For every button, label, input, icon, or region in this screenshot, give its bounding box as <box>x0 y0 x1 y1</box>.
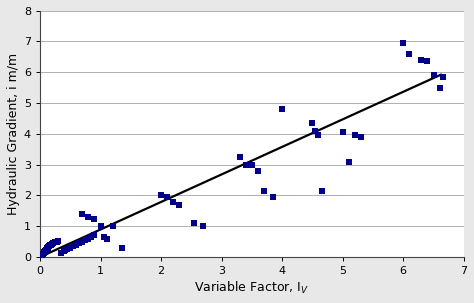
Point <box>55 238 62 243</box>
Point <box>109 224 117 229</box>
Point <box>278 107 286 112</box>
Point <box>436 85 443 90</box>
Point <box>46 243 54 248</box>
Point <box>51 240 59 245</box>
Point <box>66 245 74 250</box>
Point <box>53 239 61 244</box>
Point <box>44 245 52 250</box>
Point <box>82 238 89 242</box>
Point <box>157 193 165 198</box>
Point <box>37 253 45 258</box>
Point <box>424 59 431 64</box>
Point <box>40 250 48 255</box>
Point <box>175 202 183 207</box>
Point <box>254 168 262 173</box>
Point <box>269 195 277 199</box>
Point <box>118 245 126 250</box>
Point <box>100 235 107 239</box>
Point <box>242 162 250 167</box>
Point <box>70 244 77 249</box>
Point <box>164 195 171 199</box>
Point <box>42 248 49 253</box>
Point <box>418 58 425 62</box>
Point <box>38 252 46 257</box>
Point <box>400 41 407 45</box>
Point <box>311 128 319 133</box>
Point <box>169 199 177 204</box>
Point <box>318 188 325 193</box>
Point <box>91 233 98 238</box>
Point <box>91 216 98 221</box>
Point <box>79 211 86 216</box>
Point <box>47 242 55 247</box>
Point <box>45 245 52 250</box>
Point <box>236 155 244 159</box>
Point <box>345 159 353 164</box>
Point <box>73 242 80 247</box>
Point <box>75 241 83 246</box>
Point <box>46 244 53 249</box>
Point <box>57 251 65 256</box>
Point <box>79 239 86 244</box>
Point <box>351 133 359 138</box>
Point <box>191 221 198 226</box>
Point <box>62 248 69 253</box>
Point <box>357 135 365 139</box>
Point <box>42 248 50 253</box>
X-axis label: Variable Factor, I$_V$: Variable Factor, I$_V$ <box>194 280 310 296</box>
Point <box>85 236 92 241</box>
Point <box>200 224 207 229</box>
Point <box>64 247 71 252</box>
Point <box>309 121 316 125</box>
Point <box>44 246 51 251</box>
Point <box>39 251 47 256</box>
Y-axis label: Hydraulic Gradient, i m/m: Hydraulic Gradient, i m/m <box>7 53 19 215</box>
Point <box>38 252 46 257</box>
Point <box>60 249 68 254</box>
Point <box>103 236 110 241</box>
Point <box>405 51 413 56</box>
Point <box>97 224 104 229</box>
Point <box>85 215 92 219</box>
Point <box>248 162 255 167</box>
Point <box>88 235 95 239</box>
Point <box>315 133 322 138</box>
Point <box>48 242 56 247</box>
Point <box>49 241 57 246</box>
Point <box>41 249 49 254</box>
Point <box>439 75 447 79</box>
Point <box>339 130 346 135</box>
Point <box>40 251 47 255</box>
Point <box>430 73 438 78</box>
Point <box>43 247 50 252</box>
Point <box>260 188 268 193</box>
